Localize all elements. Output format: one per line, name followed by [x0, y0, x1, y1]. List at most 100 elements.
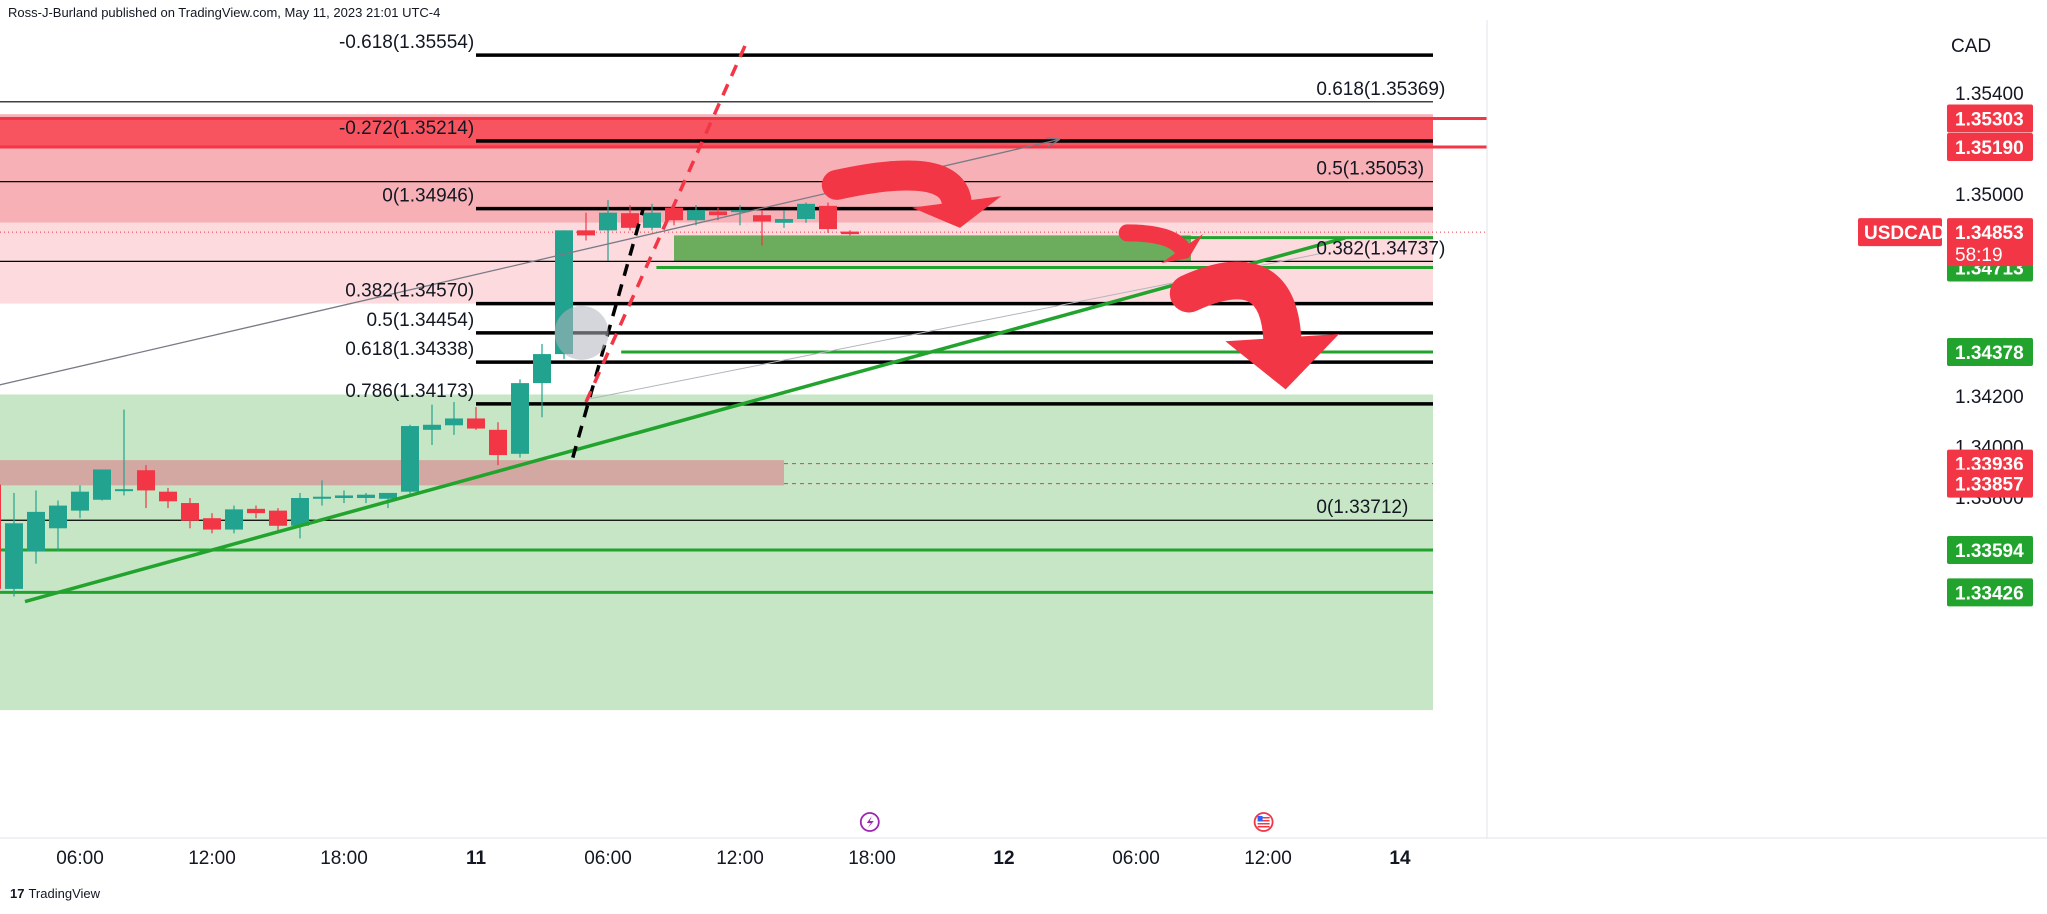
fib-label-5: 0.382(1.34737) — [1316, 238, 1445, 259]
dashed-swing-1 — [584, 41, 749, 403]
candle-30 — [533, 343, 551, 418]
candle-5 — [0, 484, 1, 589]
fib-label-1: 0.618(1.35369) — [1316, 79, 1445, 100]
fib-labels-layer: -0.618(1.35554) 0.618(1.35369) -0.272(1.35… — [339, 32, 1445, 518]
svg-text:1.35303: 1.35303 — [1955, 109, 2024, 130]
candle-8 — [49, 500, 67, 552]
tradingview-brand[interactable]: 17 TradingView — [10, 886, 100, 901]
x-tick-7: 12 — [993, 848, 1014, 869]
candle-28 — [489, 422, 507, 466]
candle-21 — [335, 490, 353, 504]
x-tick-0: 06:00 — [56, 848, 104, 869]
y-tick-2: 1.34200 — [1955, 387, 2024, 408]
publish-line: Ross-J-Burland published on TradingView.… — [8, 5, 441, 20]
candle-35 — [643, 203, 661, 231]
candle-42 — [797, 202, 815, 223]
candle-11 — [115, 409, 133, 496]
zone-5 — [674, 235, 1191, 262]
zone-2 — [0, 118, 1433, 148]
candle-22 — [357, 492, 375, 504]
price-axis[interactable]: CAD1.354001.350001.342001.340001.338001.… — [1487, 20, 2047, 838]
fib-label-2: -0.272(1.35214) — [339, 118, 474, 139]
candle-33 — [599, 200, 617, 261]
candle-16 — [225, 505, 243, 534]
candle-27 — [467, 407, 485, 430]
x-tick-3: 11 — [466, 848, 487, 869]
lightning-icon[interactable] — [859, 812, 880, 832]
candle-13 — [159, 487, 177, 509]
brand-name: TradingView — [28, 886, 101, 901]
fib-label-3: 0.5(1.35053) — [1316, 159, 1424, 180]
arrow-down-2 — [1118, 224, 1204, 264]
x-tick-9: 12:00 — [1244, 848, 1292, 869]
fib-label-0: -0.618(1.35554) — [339, 32, 474, 53]
fib-label-10: 0(1.33712) — [1316, 497, 1408, 518]
candle-10 — [93, 469, 111, 501]
price-tag-8: 1.33426 — [1947, 578, 2033, 607]
drawings-layer — [0, 41, 1346, 604]
x-tick-1: 12:00 — [188, 848, 236, 869]
arrow-down-3 — [1169, 261, 1340, 390]
candle-32 — [577, 212, 595, 241]
candle-26 — [445, 402, 463, 435]
candle-43 — [819, 202, 837, 233]
x-tick-5: 12:00 — [716, 848, 764, 869]
candle-41 — [775, 210, 793, 228]
candle-29 — [511, 379, 529, 458]
cursor-highlight — [554, 305, 609, 360]
candle-24 — [401, 424, 419, 496]
svg-text:1.34853: 1.34853 — [1955, 223, 2024, 244]
price-tag-0: 1.35303 — [1947, 104, 2033, 133]
us-flag-icon[interactable] — [1253, 812, 1274, 832]
candle-39 — [731, 205, 749, 226]
svg-text:1.33426: 1.33426 — [1955, 583, 2024, 604]
zone-4 — [0, 460, 784, 486]
arrow-down-1 — [821, 160, 1002, 228]
zone-3 — [0, 394, 1433, 711]
fib-label-6: 0.382(1.34570) — [345, 281, 474, 302]
svg-text:1.33594: 1.33594 — [1955, 541, 2024, 562]
candle-9 — [71, 485, 89, 519]
x-tick-6: 18:00 — [848, 848, 896, 869]
fib-label-4: 0(1.34946) — [382, 186, 474, 207]
candles-layer — [0, 200, 859, 597]
svg-text:1.33857: 1.33857 — [1955, 475, 2024, 496]
x-tick-2: 18:00 — [320, 848, 368, 869]
candle-12 — [137, 465, 155, 509]
candle-17 — [247, 505, 265, 519]
price-tag-1: 1.35190 — [1947, 133, 2033, 162]
candle-15 — [203, 513, 221, 534]
publish-info: Ross-J-Burland published on TradingView.… — [8, 5, 440, 20]
currency-label: CAD — [1951, 36, 1991, 57]
fib-label-7: 0.5(1.34454) — [366, 310, 474, 331]
x-tick-10: 14 — [1389, 848, 1411, 869]
trendline-1 — [24, 236, 1346, 604]
price-tag-4: 1.34378 — [1947, 338, 2033, 367]
svg-text:1.34378: 1.34378 — [1955, 343, 2024, 364]
candle-6 — [5, 492, 23, 597]
time-axis[interactable]: 06:00 12:00 18:00 11 06:00 12:00 18:00 12 06:00 1… — [0, 20, 2047, 869]
x-tick-8: 06:00 — [1112, 848, 1160, 869]
tradingview-logo: 17 — [10, 886, 25, 901]
candle-37 — [687, 205, 705, 226]
price-tag-6: 1.33857 — [1947, 469, 2033, 498]
candle-40 — [753, 210, 771, 246]
candle-18 — [269, 508, 287, 531]
candle-20 — [313, 480, 331, 506]
candle-34 — [621, 205, 639, 231]
svg-text:1.35190: 1.35190 — [1955, 138, 2024, 159]
candle-7 — [27, 490, 45, 564]
y-tick-1: 1.35000 — [1955, 185, 2024, 206]
svg-text:USDCAD: USDCAD — [1864, 223, 1945, 244]
candle-19 — [291, 492, 309, 539]
candle-44 — [841, 230, 859, 236]
price-tag-7: 1.33594 — [1947, 536, 2033, 565]
fib-label-9: 0.786(1.34173) — [345, 381, 474, 402]
candle-25 — [423, 404, 441, 445]
bar-countdown: 58:19 — [1955, 245, 2003, 266]
symbol-tag: USDCAD — [1858, 218, 1945, 247]
x-tick-4: 06:00 — [584, 848, 632, 869]
y-tick-0: 1.35400 — [1955, 84, 2024, 105]
